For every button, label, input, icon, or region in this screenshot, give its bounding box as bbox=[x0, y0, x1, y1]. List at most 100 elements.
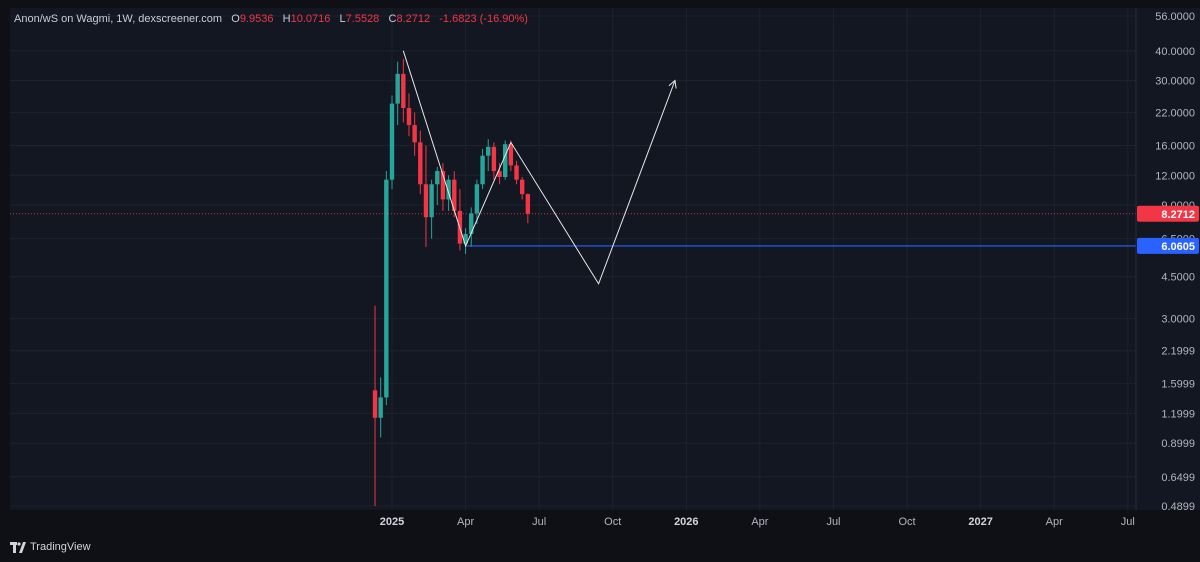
candle bbox=[474, 179, 480, 224]
candle-body bbox=[497, 171, 502, 178]
candle-body bbox=[463, 234, 468, 244]
candle bbox=[423, 145, 429, 247]
x-tick-label: Oct bbox=[604, 516, 621, 528]
candle bbox=[406, 93, 412, 137]
candle bbox=[491, 142, 497, 180]
ohlc-high: H10.0716 bbox=[282, 13, 331, 25]
candle bbox=[412, 112, 417, 156]
x-tick-label: 2027 bbox=[968, 516, 992, 528]
candle bbox=[497, 163, 502, 185]
ohlc-open: O9.9536 bbox=[231, 13, 274, 25]
support-price-tag-box bbox=[1137, 237, 1199, 254]
candle bbox=[519, 177, 525, 200]
arrowhead bbox=[668, 79, 677, 89]
candle bbox=[389, 95, 395, 190]
current-price-tag-text: 8.2712 bbox=[1161, 209, 1195, 221]
x-tick-label: Jul bbox=[532, 516, 546, 528]
pattern-path bbox=[402, 50, 676, 285]
support-price-tag-text: 6.0605 bbox=[1161, 241, 1195, 253]
candle bbox=[372, 305, 378, 506]
y-tick-label: 2.1999 bbox=[1161, 346, 1195, 358]
y-tick-label: 3.0000 bbox=[1161, 314, 1195, 326]
y-tick-label: 0.8999 bbox=[1161, 438, 1195, 450]
y-tick-label: 0.4899 bbox=[1161, 501, 1195, 513]
candle-body bbox=[418, 142, 423, 185]
candle-body bbox=[412, 125, 417, 143]
candle bbox=[525, 193, 531, 224]
candle-body bbox=[378, 397, 383, 418]
support-price-tag: 6.0605 bbox=[1137, 237, 1199, 254]
footer-brand[interactable]: TradingView bbox=[10, 541, 91, 553]
candle bbox=[440, 163, 446, 211]
y-tick-label: 22.0000 bbox=[1155, 108, 1195, 120]
candle bbox=[429, 179, 434, 239]
candle-body bbox=[469, 213, 474, 235]
candle-body bbox=[384, 179, 389, 398]
x-tick-label: Apr bbox=[751, 516, 768, 528]
candle bbox=[378, 377, 383, 438]
plot-background bbox=[10, 8, 1136, 510]
drawing-layer bbox=[402, 50, 1136, 285]
tag-layer: 8.2712 6.0605 bbox=[1137, 205, 1199, 254]
candle-body bbox=[514, 165, 519, 180]
candle-body bbox=[440, 171, 446, 200]
candle-body bbox=[480, 155, 485, 185]
candle-body bbox=[491, 146, 497, 172]
tradingview-logo-icon bbox=[10, 541, 26, 553]
x-tick-label: Apr bbox=[457, 516, 474, 528]
current-price-tag-box bbox=[1137, 205, 1199, 222]
x-tick-label: Apr bbox=[1046, 516, 1063, 528]
candle-body bbox=[452, 179, 457, 211]
x-tick-label: 2026 bbox=[674, 516, 698, 528]
candle bbox=[463, 228, 468, 255]
candle-body bbox=[519, 179, 525, 195]
candle bbox=[384, 171, 389, 406]
candle-body bbox=[503, 144, 508, 178]
candle-body bbox=[372, 390, 378, 418]
candle-body bbox=[423, 184, 429, 218]
y-tick-label: 0.6499 bbox=[1161, 472, 1195, 484]
candle-body bbox=[508, 144, 514, 166]
candle-body bbox=[395, 73, 400, 104]
x-tick-label: Jul bbox=[1121, 516, 1135, 528]
price-axis-background bbox=[1136, 8, 1200, 510]
grid-layer bbox=[10, 8, 1136, 510]
candle-body bbox=[446, 179, 451, 200]
y-tick-label: 4.5000 bbox=[1161, 272, 1195, 284]
candle-body bbox=[525, 194, 531, 214]
y-tick-label: 30.0000 bbox=[1155, 76, 1195, 88]
tradingview-label: TradingView bbox=[30, 541, 91, 553]
candle-body bbox=[435, 171, 440, 185]
candle bbox=[480, 148, 485, 190]
candle-body bbox=[486, 146, 491, 156]
symbol-label: Anon/wS on Wagmi, 1W, dexscreener.com bbox=[14, 13, 223, 25]
candle bbox=[486, 139, 491, 172]
y-tick-label: 1.5999 bbox=[1161, 379, 1195, 391]
candle bbox=[469, 207, 474, 247]
candle bbox=[503, 140, 508, 180]
y-tick-label: 1.1999 bbox=[1161, 408, 1195, 420]
y-tick-label: 16.0000 bbox=[1155, 141, 1195, 153]
chart-legend: Anon/wS on Wagmi, 1W, dexscreener.com O9… bbox=[14, 13, 528, 25]
ohlc-close: C8.2712 bbox=[388, 13, 431, 25]
y-tick-label: 56.0000 bbox=[1155, 11, 1195, 23]
price-change: -1.6823 (-16.90%) bbox=[439, 13, 528, 25]
candle bbox=[401, 58, 406, 123]
y-tick-label: 40.0000 bbox=[1155, 46, 1195, 58]
current-price-tag: 8.2712 bbox=[1137, 205, 1199, 222]
candle bbox=[508, 140, 514, 172]
candle-body bbox=[406, 108, 412, 126]
candle bbox=[395, 61, 400, 126]
candle bbox=[514, 160, 519, 185]
candle-body bbox=[474, 184, 480, 214]
y-tick-label: 12.0000 bbox=[1155, 170, 1195, 182]
x-tick-label: Jul bbox=[826, 516, 840, 528]
candle-layer bbox=[372, 58, 531, 506]
candle-body bbox=[389, 103, 395, 180]
candle-body bbox=[401, 73, 406, 109]
candle bbox=[435, 167, 440, 206]
x-tick-label: 2025 bbox=[380, 516, 404, 528]
x-tick-label: Oct bbox=[898, 516, 915, 528]
